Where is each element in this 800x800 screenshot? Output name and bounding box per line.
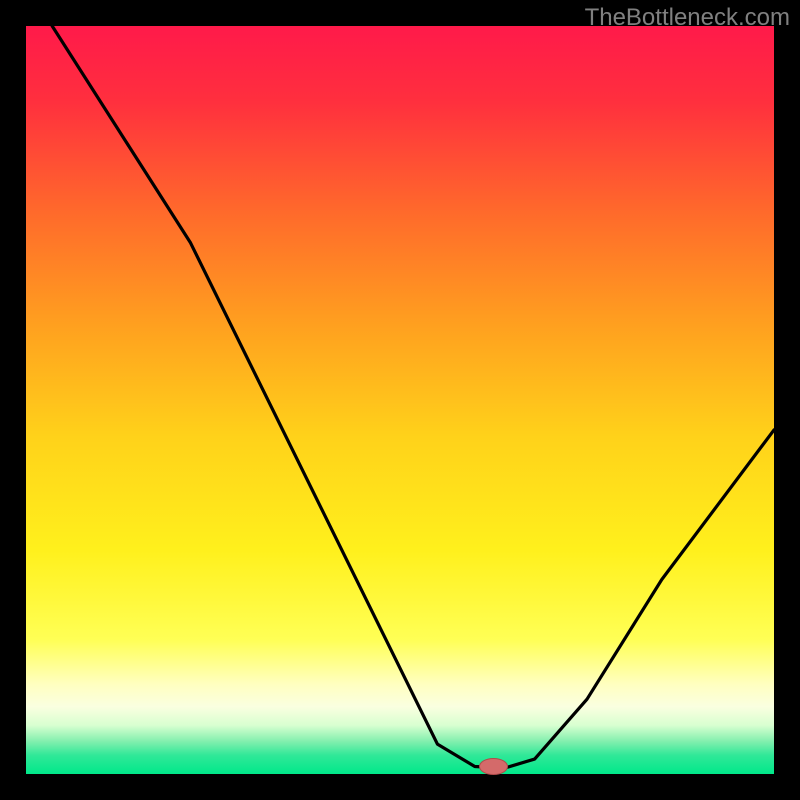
optimal-point-marker: [480, 759, 508, 775]
chart-svg: [0, 0, 800, 800]
plot-background-gradient: [26, 26, 774, 774]
chart-container: TheBottleneck.com: [0, 0, 800, 800]
watermark-text: TheBottleneck.com: [585, 4, 790, 32]
